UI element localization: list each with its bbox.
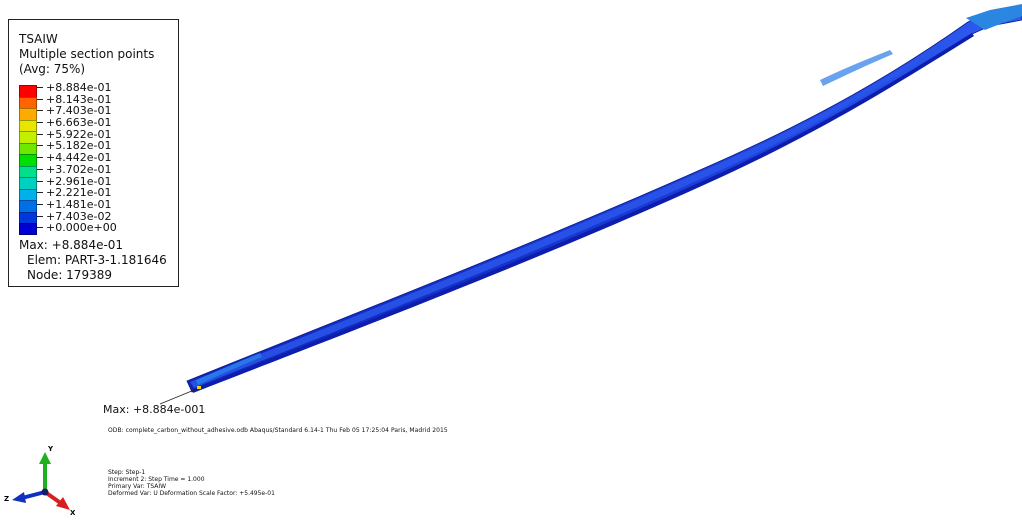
odb-info: ODB: complete_carbon_without_adhesive.od… [108, 427, 448, 434]
step-name: Step: Step-1 [108, 469, 146, 476]
legend-swatch [19, 211, 37, 223]
legend-swatch [19, 177, 37, 189]
y-axis-arrow [39, 452, 51, 464]
increment-info: Increment 2: Step Time = 1.000 [108, 476, 205, 483]
legend-colorbar [19, 85, 37, 235]
contour-legend[interactable]: TSAIW Multiple section points (Avg: 75%)… [8, 19, 179, 287]
legend-swatch [19, 142, 37, 154]
legend-averaging: (Avg: 75%) [19, 62, 86, 76]
beam-span-highlight [820, 50, 893, 86]
legend-tick-label: +5.922e-01 [46, 127, 112, 141]
deformed-var: Deformed Var: U Deformation Scale Factor… [108, 490, 275, 497]
legend-swatch [19, 108, 37, 120]
z-axis-arrow [12, 492, 26, 503]
legend-tick-label: +7.403e-01 [46, 104, 112, 118]
legend-variable: TSAIW [19, 32, 58, 46]
legend-tick-label: +3.702e-01 [46, 162, 112, 176]
legend-tick-label: +5.182e-01 [46, 139, 112, 153]
legend-swatch [19, 131, 37, 143]
max-annotation: Max: +8.884e-001 [103, 403, 206, 416]
legend-tick-label: +2.961e-01 [46, 174, 112, 188]
x-axis-label: X [70, 509, 76, 517]
legend-tick-label: +8.884e-01 [46, 81, 112, 94]
legend-swatch [19, 96, 37, 108]
legend-tick-label: +8.143e-01 [46, 92, 112, 106]
beam-root [966, 4, 1022, 30]
legend-section-points: Multiple section points [19, 47, 155, 61]
beam-top-face [190, 22, 976, 388]
view-triad[interactable]: Y X Z [0, 440, 90, 517]
legend-stats: Max: +8.884e-01 Elem: PART-3-1.181646 No… [19, 238, 167, 283]
primary-var: Primary Var: TSAIW [108, 483, 167, 490]
legend-swatch [19, 154, 37, 166]
z-axis-label: Z [4, 495, 9, 503]
legend-tick-label: +4.442e-01 [46, 151, 112, 165]
legend-max: Max: +8.884e-01 [19, 238, 124, 252]
legend-node: Node: 179389 [27, 268, 112, 282]
legend-tick-label: +7.403e-02 [46, 209, 112, 223]
legend-tick-label: +2.221e-01 [46, 186, 112, 200]
legend-swatch [19, 188, 37, 200]
legend-swatch [19, 200, 37, 212]
max-leader-line [159, 387, 200, 405]
beam-tip-highlight [196, 353, 262, 385]
legend-tick-label: +6.663e-01 [46, 116, 112, 130]
legend-title: TSAIW Multiple section points (Avg: 75%) [19, 32, 154, 77]
x-axis-arrow [56, 497, 70, 510]
legend-swatch [19, 85, 37, 97]
max-point-marker [197, 386, 201, 389]
y-axis-label: Y [47, 445, 54, 453]
legend-swatch [19, 119, 37, 131]
legend-elem: Elem: PART-3-1.181646 [27, 253, 167, 267]
step-info: Step: Step-1 Increment 2: Step Time = 1.… [108, 469, 275, 497]
legend-swatch [19, 223, 37, 235]
legend-swatch [19, 165, 37, 177]
legend-tick-label: +1.481e-01 [46, 197, 112, 211]
legend-tick-label: +0.000e+00 [46, 221, 117, 235]
